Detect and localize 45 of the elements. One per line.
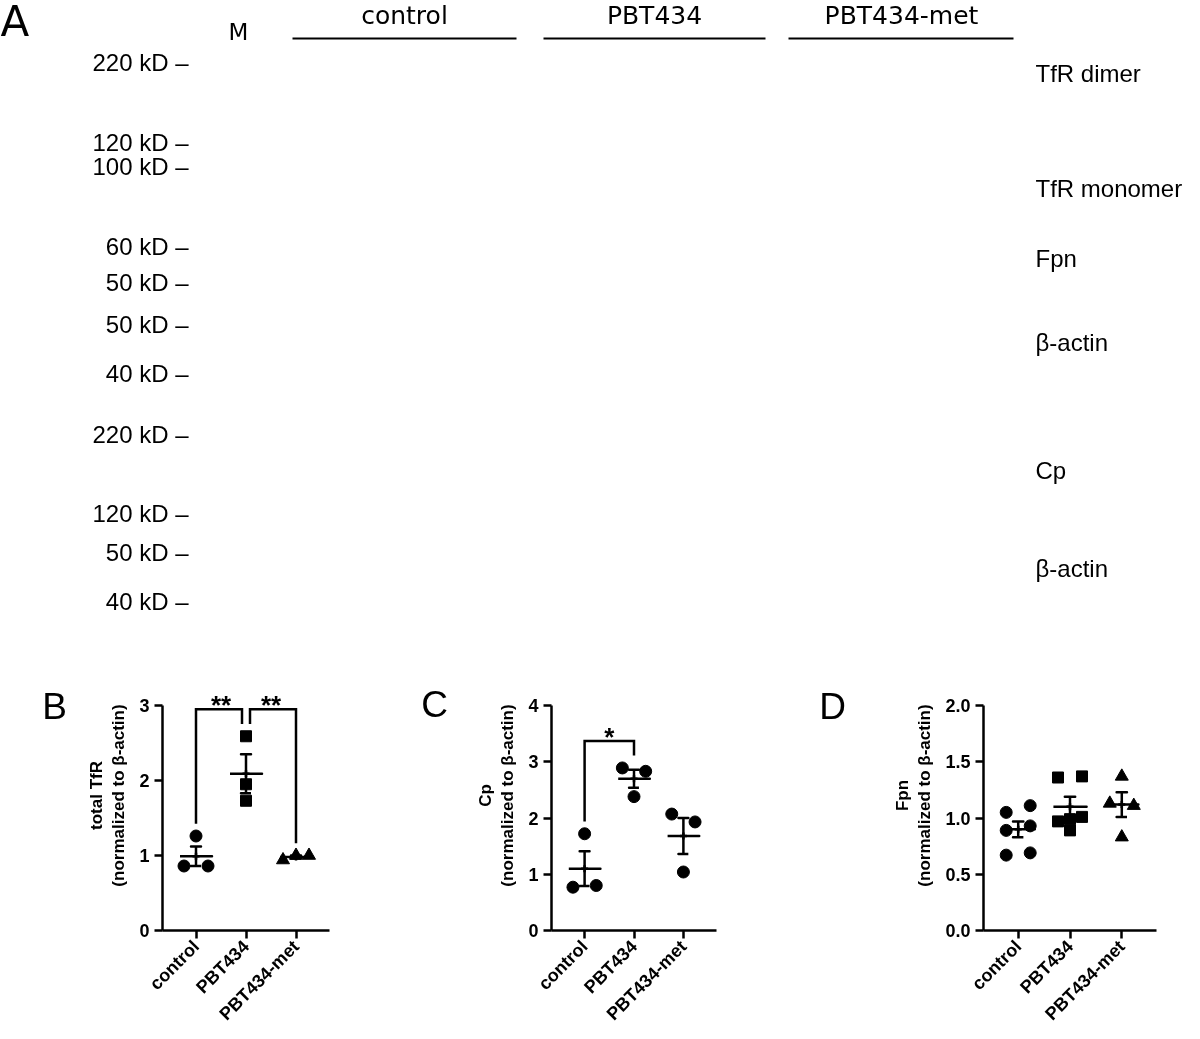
y-tick-label: 2 — [139, 771, 150, 791]
text: PBT434-met — [824, 1, 979, 30]
y-tick-label: 1.0 — [945, 808, 971, 829]
y-tick-label: 3 — [139, 696, 150, 716]
text: 40 kD – — [105, 360, 190, 387]
text: PBT434 — [606, 1, 703, 30]
text: M — [228, 18, 249, 45]
text: 100 kD – — [92, 153, 190, 180]
text: A — [0, 0, 30, 46]
text: β-actin — [1035, 555, 1108, 582]
y-tick-label: 1.5 — [945, 752, 971, 773]
text: 50 kD – — [105, 269, 190, 296]
text: β-actin — [1035, 329, 1108, 356]
y-tick-label: 4 — [528, 696, 539, 716]
y-tick-label: 0.0 — [945, 921, 971, 941]
text: Cp — [1035, 457, 1067, 484]
text: 120 kD – — [92, 500, 190, 527]
chart-title: C — [421, 683, 448, 725]
y-axis-title: Fpn (normalized to β-actin) — [892, 704, 935, 887]
text: 40 kD – — [105, 588, 190, 615]
text: control — [361, 1, 448, 30]
y-axis-title: Cp (normalized to β-actin) — [475, 704, 518, 887]
y-tick-label: 0 — [528, 921, 539, 941]
chart-title: B — [42, 685, 67, 727]
y-tick-label: 3 — [528, 752, 539, 773]
y-tick-label: 0 — [139, 921, 150, 941]
y-tick-label: 0.5 — [945, 864, 971, 885]
text: TfR monomer — [1035, 175, 1183, 202]
text: 220 kD – — [92, 49, 190, 76]
chart-title: D — [819, 686, 846, 728]
text: 220 kD – — [92, 421, 190, 448]
annotation: ** — [210, 690, 232, 721]
y-tick-label: 1 — [528, 864, 539, 885]
text: Fpn — [1035, 245, 1077, 272]
text: 50 kD – — [105, 311, 190, 338]
y-tick-label: 2 — [528, 808, 539, 829]
y-tick-label: 2.0 — [945, 696, 971, 716]
text: TfR dimer — [1035, 60, 1141, 87]
annotation: ** — [260, 690, 282, 721]
y-axis-title: total TfR (normalized to β-actin) — [86, 704, 129, 887]
annotation: * — [604, 721, 616, 752]
text: 120 kD – — [92, 129, 190, 156]
y-tick-label: 1 — [139, 846, 150, 866]
text: 50 kD – — [105, 539, 190, 566]
text: 60 kD – — [105, 233, 190, 260]
